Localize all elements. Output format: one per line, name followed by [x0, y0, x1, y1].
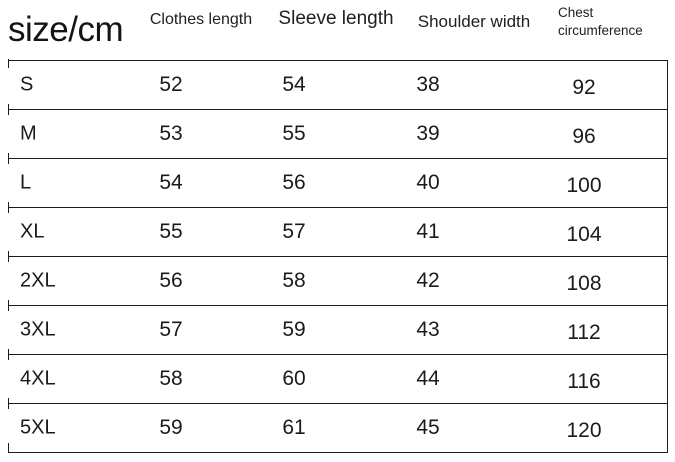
table-row-4xl: 4XL 58 60 44 116: [7, 349, 667, 403]
chest-circumference-cell: 100: [566, 174, 602, 197]
sleeve-length-cell: 54: [282, 73, 306, 96]
clothes-length-cell: 52: [159, 73, 183, 96]
chest-circumference-cell: 116: [567, 370, 601, 393]
size-cell: 4XL: [20, 367, 56, 390]
table-row-3xl: 3XL 57 59 43 112: [7, 300, 667, 354]
chest-circumference-cell: 120: [566, 419, 602, 442]
size-cell: 3XL: [20, 318, 56, 341]
sleeve-length-cell: 60: [282, 367, 306, 390]
sleeve-length-cell: 58: [282, 269, 306, 292]
table-row-l: L 54 56 40 100: [7, 153, 667, 207]
shoulder-width-cell: 39: [416, 122, 440, 145]
table-row-s: S 52 54 38 92: [7, 59, 667, 109]
chest-circumference-cell: 108: [566, 272, 602, 295]
table-row-m: M 53 55 39 96: [7, 104, 667, 158]
chest-circumference-cell: 112: [567, 321, 601, 344]
shoulder-width-cell: 41: [416, 220, 440, 243]
clothes-length-cell: 55: [159, 220, 183, 243]
clothes-length-cell: 59: [159, 416, 183, 439]
sleeve-length-cell: 61: [282, 416, 306, 439]
shoulder-width-cell: 45: [416, 416, 440, 439]
column-header-sleeve-length: Sleeve length: [278, 8, 394, 29]
chest-circumference-cell: 96: [572, 125, 596, 148]
size-unit-title: size/cm: [8, 10, 124, 49]
column-header-chest-circumference: Chest circumference: [558, 5, 643, 38]
clothes-length-cell: 53: [159, 122, 183, 145]
chest-circumference-cell: 92: [572, 76, 596, 99]
size-cell: M: [20, 122, 37, 145]
sleeve-length-cell: 55: [282, 122, 306, 145]
clothes-length-cell: 57: [159, 318, 183, 341]
clothes-length-cell: 54: [159, 171, 183, 194]
column-header-shoulder-width: Shoulder width: [417, 12, 531, 31]
shoulder-width-cell: 38: [416, 73, 440, 96]
clothes-length-cell: 58: [159, 367, 183, 390]
table-row-2xl: 2XL 56 58 42 108: [7, 251, 667, 305]
shoulder-width-cell: 43: [416, 318, 440, 341]
size-cell: 5XL: [20, 416, 56, 439]
shoulder-width-cell: 44: [416, 367, 440, 390]
size-cell: S: [20, 73, 34, 96]
sleeve-length-cell: 59: [282, 318, 306, 341]
shoulder-width-cell: 40: [416, 171, 440, 194]
size-cell: XL: [20, 220, 45, 243]
chest-circumference-cell: 104: [566, 223, 602, 246]
size-cell: L: [20, 171, 32, 194]
size-table-body: S 52 54 38 92 M 53 55 39 96 L 54 56 40 1…: [7, 59, 668, 453]
sleeve-length-cell: 56: [282, 171, 306, 194]
size-cell: 2XL: [20, 269, 56, 292]
sleeve-length-cell: 57: [282, 220, 306, 243]
table-row-xl: XL 55 57 41 104: [7, 202, 667, 256]
clothes-length-cell: 56: [159, 269, 183, 292]
shoulder-width-cell: 42: [416, 269, 440, 292]
column-header-clothes-length: Clothes length: [149, 11, 253, 28]
table-row-5xl: 5XL 59 61 45 120: [7, 398, 667, 452]
